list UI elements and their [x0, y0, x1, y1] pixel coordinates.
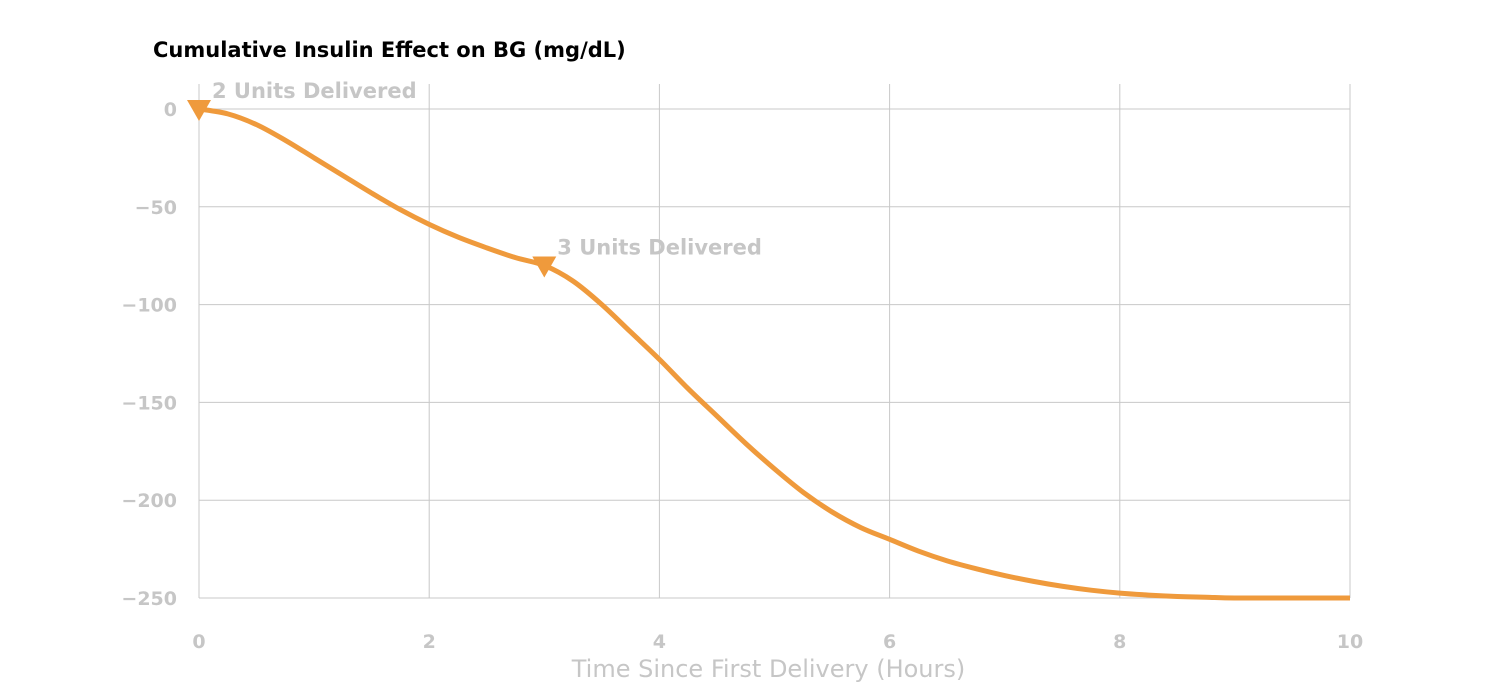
x-tick-label: 10: [1337, 631, 1363, 653]
y-tick-label: −150: [121, 392, 177, 414]
delivery-annotation-label: 2 Units Delivered: [212, 79, 417, 103]
x-tick-label: 8: [1113, 631, 1126, 653]
annotation-layer: 2 Units Delivered 3 Units Delivered: [187, 79, 762, 278]
series-layer: [198, 106, 1350, 601]
x-tick-label: 0: [192, 631, 205, 653]
chart-title: Cumulative Insulin Effect on BG (mg/dL): [153, 38, 626, 62]
tick-label-layer: 0 2 4 6 8 10 0 −50 −100 −150 −200 −250: [121, 99, 1363, 653]
series-line: [198, 106, 1350, 601]
y-tick-label: −50: [135, 197, 177, 219]
grid-layer: [198, 84, 1351, 599]
y-tick-label: −100: [121, 295, 177, 317]
delivery-annotation-label: 3 Units Delivered: [557, 235, 762, 259]
y-tick-label: 0: [164, 99, 177, 121]
x-tick-label: 6: [883, 631, 896, 653]
x-tick-label: 4: [653, 631, 666, 653]
x-tick-label: 2: [423, 631, 436, 653]
delivery-marker: [187, 100, 211, 121]
y-tick-label: −200: [121, 490, 177, 512]
y-tick-label: −250: [121, 588, 177, 610]
delivery-marker: [532, 256, 557, 278]
x-axis-label: Time Since First Delivery (Hours): [571, 655, 966, 683]
